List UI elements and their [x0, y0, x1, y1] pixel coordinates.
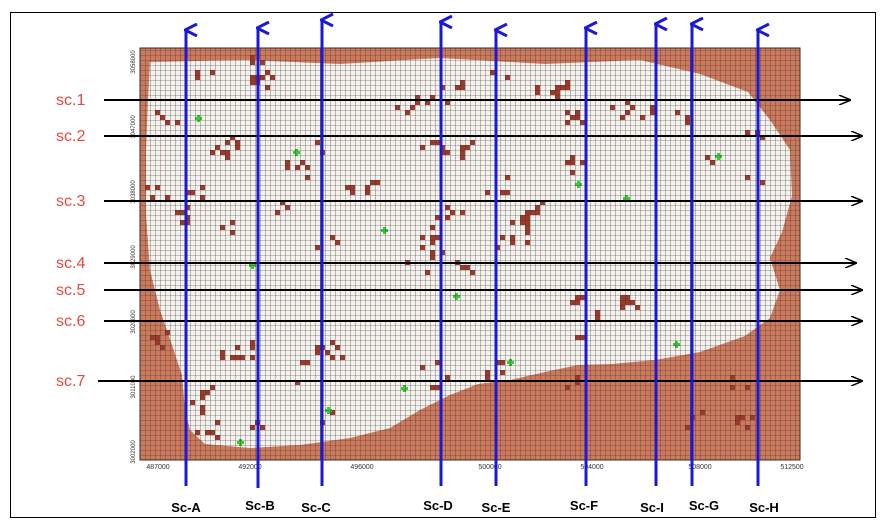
row-section-label: sc.6: [56, 313, 85, 330]
row-section-label: sc.5: [56, 282, 85, 299]
y-tick-label: 3002000: [131, 440, 137, 464]
column-section-label: Sc-I: [640, 500, 664, 515]
y-tick-label: 3038000: [131, 180, 137, 204]
x-tick-label: 508000: [688, 464, 711, 471]
y-tick-label: 3047000: [131, 115, 137, 139]
x-axis-ticks: 487000 492000 496000 500000 504000 508000 5125…: [146, 464, 803, 471]
y-tick-label: 3029000: [131, 245, 137, 269]
y-tick-label: 3011000: [131, 375, 137, 399]
row-section-label: sc.3: [56, 193, 85, 210]
y-axis-ticks: 3058000304700030380003029000302000030110…: [131, 50, 137, 464]
grid-lines: [140, 48, 800, 460]
column-section-label: Sc-B: [245, 498, 275, 513]
row-section-label: sc.7: [56, 373, 85, 390]
row-section-arrows: sc.1 sc.2 sc.3 sc.4 sc.5 sc.6 sc.7: [56, 92, 862, 390]
column-section-label: Sc-G: [689, 498, 719, 513]
column-section-label: Sc-F: [570, 498, 598, 513]
row-section-label: sc.4: [56, 255, 85, 272]
grid-border: [139, 47, 801, 461]
x-tick-label: 492000: [238, 464, 261, 471]
x-tick-label: 496000: [350, 464, 373, 471]
column-section-arrows: Sc-A Sc-B Sc-C Sc-D Sc-E Sc-F Sc-I Sc-G Sc-H: [171, 20, 779, 515]
row-section-label: sc.2: [56, 128, 85, 145]
row-section-label: sc.1: [56, 92, 85, 109]
x-tick-label: 487000: [146, 464, 169, 471]
column-section-label: Sc-C: [301, 500, 331, 515]
x-tick-label: 512500: [780, 464, 803, 471]
model-grid: [139, 47, 801, 461]
y-tick-label: 3058000: [131, 50, 137, 74]
column-section-label: Sc-H: [749, 500, 779, 515]
x-tick-label: 504000: [580, 464, 603, 471]
column-section-label: Sc-A: [171, 500, 201, 515]
x-tick-label: 500000: [478, 464, 501, 471]
column-section-label: Sc-E: [482, 500, 511, 515]
column-section-label: Sc-D: [423, 498, 453, 513]
